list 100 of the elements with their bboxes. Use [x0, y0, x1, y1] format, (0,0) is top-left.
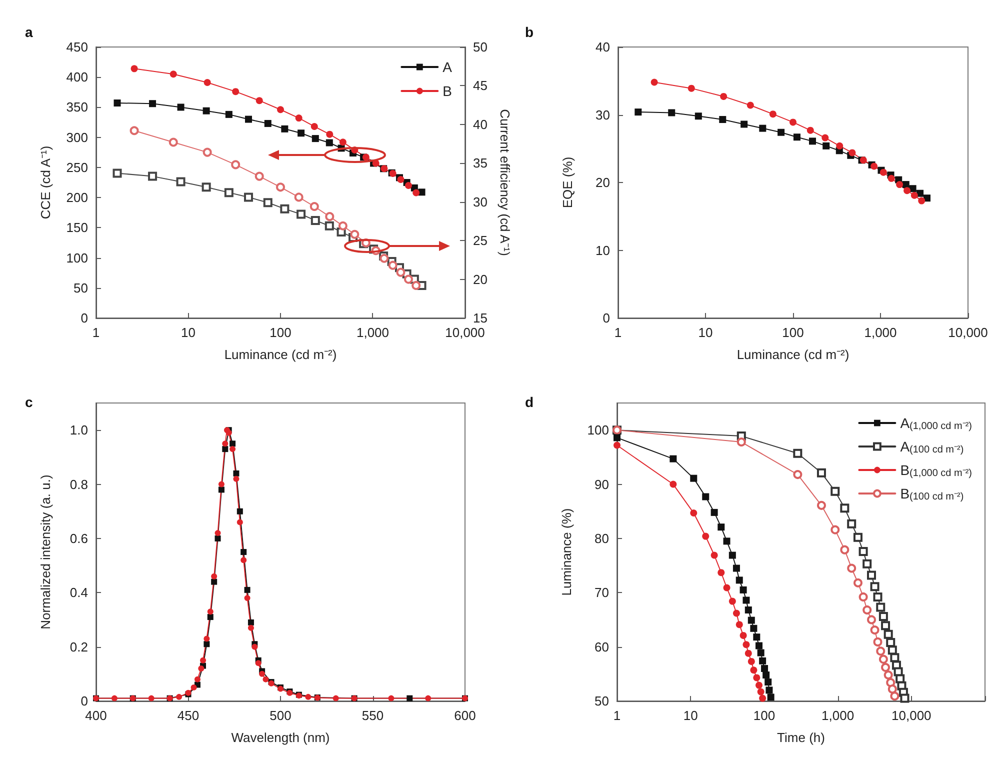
point: [148, 695, 154, 702]
x-tick-label: 500: [270, 708, 292, 723]
y-tick-label: 1.0: [70, 422, 88, 438]
y-tick-label: 0.4: [70, 585, 88, 600]
point: [207, 608, 214, 615]
x-tick-label: 10,000: [892, 708, 932, 723]
point: [236, 519, 243, 526]
x-axis-title: Wavelength (nm): [231, 730, 330, 745]
legend-label: B: [442, 83, 452, 99]
y2-tick-label: 35: [473, 156, 488, 171]
x-tick-label: 100: [270, 325, 292, 340]
x-tick-label: 10: [181, 325, 196, 340]
y2-tick-label: 25: [473, 233, 488, 248]
y-tick-label: 90: [594, 476, 609, 492]
y2-tick-label: 40: [473, 116, 488, 132]
y-tick-label: 450: [66, 40, 88, 54]
point: [233, 470, 240, 476]
point: [194, 676, 200, 682]
x-tick-label: 1,000: [864, 325, 897, 340]
point: [388, 695, 394, 702]
y-tick-label: 70: [594, 585, 609, 600]
y-tick-label: 0.2: [70, 639, 88, 654]
y-tick-label: 50: [74, 280, 88, 296]
x-tick-label: 10,000: [948, 325, 988, 340]
point: [425, 695, 432, 702]
y2-tick-label: 20: [473, 272, 488, 287]
y-tick-label: 0: [80, 694, 88, 708]
point: [190, 684, 197, 690]
x-axis-title: Luminance (cd m⁻²): [224, 347, 337, 362]
y-tick-label: 150: [66, 220, 88, 236]
y-axis-title: Normalized intensity (a. u.): [38, 474, 53, 630]
y-tick-label: 40: [596, 40, 610, 54]
x-tick-label: 100: [753, 708, 776, 723]
point: [204, 641, 210, 648]
x-tick-label: 1: [614, 325, 622, 340]
y-tick-label: 0.6: [70, 530, 88, 546]
y-tick-label: 80: [594, 530, 609, 546]
y-tick-label: 100: [587, 422, 609, 438]
x-axis-title: Luminance (cd m⁻²): [736, 347, 850, 362]
x-tick-label: 10,000: [445, 325, 485, 340]
y2-tick-label: 50: [473, 40, 488, 54]
x-tick-label: 1,000: [356, 325, 390, 340]
y-tick-label: 100: [66, 250, 88, 266]
point: [211, 578, 218, 585]
x-tick-label: 1,000: [822, 708, 854, 723]
y-tick-label: 300: [66, 130, 88, 145]
x-tick-label: 1: [613, 708, 621, 723]
point: [200, 657, 206, 664]
y-tick-label: 60: [594, 639, 609, 654]
point: [211, 573, 218, 580]
point: [244, 595, 250, 602]
point: [207, 614, 214, 620]
y-tick-label: 50: [594, 694, 609, 708]
y2-tick-label: 45: [473, 78, 488, 94]
point: [259, 670, 266, 677]
chart-title: b: [525, 24, 534, 40]
x-tick-label: 10: [698, 325, 713, 340]
point: [252, 644, 258, 650]
x-tick-label: 450: [177, 708, 200, 723]
point: [198, 665, 204, 672]
x-tick-label: 10: [683, 708, 698, 723]
point: [226, 430, 232, 436]
y2-tick-label: 30: [473, 194, 488, 210]
y-tick-label: 20: [596, 175, 610, 190]
legend-label: A: [442, 59, 453, 75]
point: [218, 481, 224, 488]
point: [255, 660, 262, 666]
point: [244, 586, 250, 593]
x-tick-label: 1: [92, 325, 100, 340]
y-tick-label: 400: [66, 70, 88, 85]
point: [230, 446, 236, 452]
point: [305, 694, 312, 700]
x-tick-label: 600: [454, 708, 476, 723]
y-tick-label: 200: [66, 190, 88, 206]
y-axis-title: Luminance (%): [559, 508, 574, 596]
point: [222, 440, 228, 447]
y-tick-label: 10: [596, 242, 610, 258]
y-tick-label: 250: [66, 160, 88, 175]
y-tick-label: 30: [596, 107, 610, 122]
x-tick-label: 550: [362, 708, 384, 723]
y2-axis-title: Current efficiency (cd A⁻¹): [497, 109, 512, 256]
point: [218, 486, 224, 493]
point: [262, 676, 269, 682]
y-tick-label: 0: [80, 310, 88, 326]
point: [233, 476, 240, 482]
point: [248, 619, 254, 626]
point: [236, 508, 243, 514]
point: [176, 694, 182, 700]
y-tick-label: 0.8: [70, 476, 88, 492]
x-tick-label: 100: [782, 325, 804, 340]
point: [111, 695, 118, 702]
point: [240, 549, 247, 555]
x-axis-title: Time (h): [777, 730, 825, 745]
chart-title: a: [25, 24, 33, 40]
y-axis-title: EQE (%): [560, 156, 575, 208]
point: [214, 530, 221, 536]
point: [214, 535, 221, 542]
point: [248, 624, 254, 631]
chart-title: c: [25, 394, 33, 410]
point: [230, 440, 236, 447]
